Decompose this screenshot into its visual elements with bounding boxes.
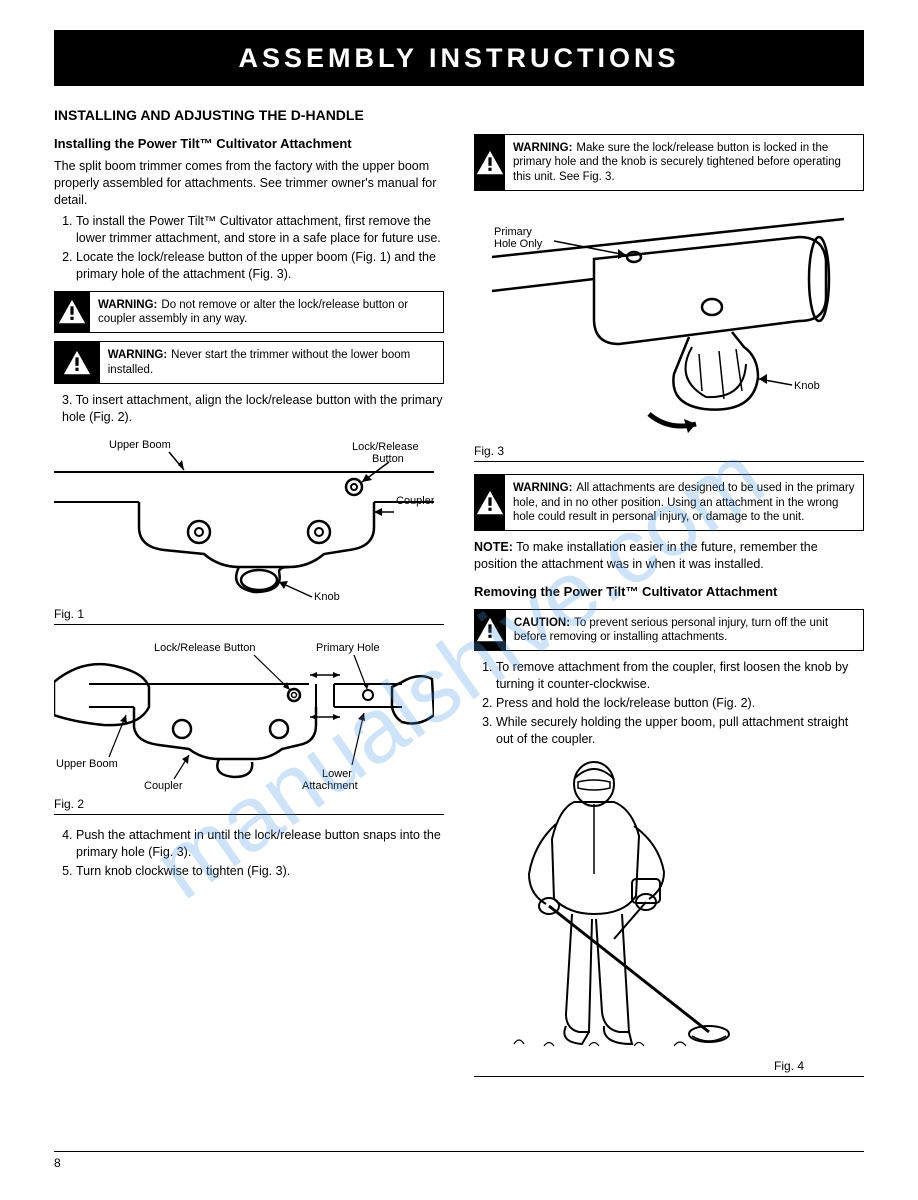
warning-callout-1: WARNING:Do not remove or alter the lock/…	[54, 291, 444, 334]
figure-rule	[54, 814, 444, 815]
warning-label: WARNING:	[513, 142, 572, 154]
svg-text:Button: Button	[372, 453, 404, 465]
note-body: To make installation easier in the futur…	[474, 540, 818, 571]
warning-label: WARNING:	[98, 299, 157, 311]
figure-2-caption: Fig. 2	[54, 796, 444, 812]
warning-text-1: WARNING:Do not remove or alter the lock/…	[90, 292, 443, 333]
intro-paragraph: The split boom trimmer comes from the fa…	[54, 158, 444, 209]
heading-install-adjust: INSTALLING AND ADJUSTING THE D-HANDLE	[54, 106, 444, 125]
install-steps-2: Push the attachment in until the lock/re…	[54, 827, 444, 880]
figure-rule	[474, 1076, 864, 1077]
right-column: WARNING:Make sure the lock/release butto…	[474, 96, 864, 1089]
figure-rule	[54, 624, 444, 625]
figure-4-caption: Fig. 4	[474, 1058, 864, 1074]
section-banner: ASSEMBLY INSTRUCTIONS	[54, 30, 864, 86]
caution-text: CAUTION:To prevent serious personal inju…	[506, 610, 863, 651]
remove-steps: To remove attachment from the coupler, f…	[474, 659, 864, 747]
remove-step-3: While securely holding the upper boom, p…	[496, 714, 864, 748]
svg-text:Upper Boom: Upper Boom	[56, 758, 118, 770]
warning-label: WARNING:	[513, 482, 572, 494]
svg-text:Knob: Knob	[314, 591, 340, 602]
figure-4	[474, 754, 864, 1054]
step-5: Turn knob clockwise to tighten (Fig. 3).	[76, 863, 444, 880]
note-paragraph: NOTE: To make installation easier in the…	[474, 539, 864, 573]
warning-callout-3: WARNING:Make sure the lock/release butto…	[474, 134, 864, 191]
subheading-install-cultivator: Installing the Power Tilt™ Cultivator At…	[54, 135, 444, 153]
svg-text:Attachment: Attachment	[302, 780, 358, 792]
warning-callout-2: WARNING:Never start the trimmer without …	[54, 341, 444, 384]
warning-icon	[475, 475, 505, 530]
figure-rule	[474, 461, 864, 462]
svg-text:Coupler: Coupler	[144, 780, 183, 792]
content-columns: INSTALLING AND ADJUSTING THE D-HANDLE In…	[54, 96, 864, 1089]
svg-text:Lower: Lower	[322, 768, 352, 780]
remove-step-1: To remove attachment from the coupler, f…	[496, 659, 864, 693]
svg-text:Lock/Release Button: Lock/Release Button	[154, 642, 256, 654]
warning-text-4: WARNING:All attachments are designed to …	[505, 475, 863, 530]
svg-text:Knob: Knob	[794, 380, 820, 392]
warning-icon	[55, 342, 100, 383]
figure-3-caption: Fig. 3	[474, 443, 864, 459]
warning-text-2: WARNING:Never start the trimmer without …	[100, 342, 443, 383]
remove-step-2: Press and hold the lock/release button (…	[496, 695, 864, 712]
svg-text:Primary: Primary	[494, 226, 532, 238]
step-2: Locate the lock/release button of the up…	[76, 249, 444, 283]
label-upper-boom: Upper Boom	[109, 439, 171, 451]
svg-text:Coupler: Coupler	[396, 495, 434, 507]
svg-text:Lock/Release: Lock/Release	[352, 441, 419, 453]
page-number: 8	[54, 1156, 61, 1170]
svg-text:Hole Only: Hole Only	[494, 238, 543, 250]
note-label: NOTE:	[474, 540, 513, 554]
figure-3: Primary Hole Only Knob	[474, 199, 864, 439]
svg-text:Primary Hole: Primary Hole	[316, 642, 380, 654]
figure-1-caption: Fig. 1	[54, 606, 444, 622]
warning-icon	[55, 292, 90, 333]
step-1: To install the Power Tilt™ Cultivator at…	[76, 213, 444, 247]
warning-callout-4: WARNING:All attachments are designed to …	[474, 474, 864, 531]
step-4: Push the attachment in until the lock/re…	[76, 827, 444, 861]
figure-2: Lock/Release Button Primary Hole Upper B…	[54, 637, 444, 792]
warning-label: WARNING:	[108, 349, 167, 361]
page-footer: 8	[54, 1151, 864, 1170]
step-3: 3. To insert attachment, align the lock/…	[62, 392, 444, 426]
warning-text-3: WARNING:Make sure the lock/release butto…	[505, 135, 863, 190]
warning-icon	[475, 135, 505, 190]
install-steps-1: To install the Power Tilt™ Cultivator at…	[54, 213, 444, 283]
caution-callout: CAUTION:To prevent serious personal inju…	[474, 609, 864, 652]
figure-1: Upper Boom Lock/Release Button Coupler K…	[54, 432, 444, 602]
left-column: INSTALLING AND ADJUSTING THE D-HANDLE In…	[54, 96, 444, 1089]
subheading-remove-cultivator: Removing the Power Tilt™ Cultivator Atta…	[474, 583, 864, 601]
caution-label: CAUTION:	[514, 617, 570, 629]
caution-icon	[475, 610, 506, 651]
